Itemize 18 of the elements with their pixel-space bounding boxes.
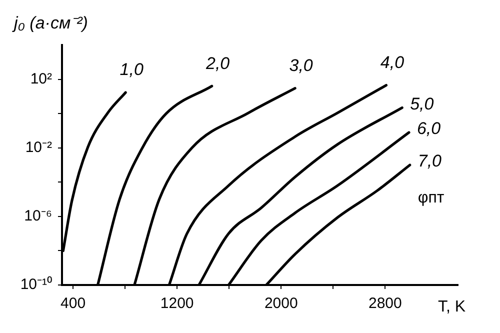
y-tick-label: 10⁻¹⁰ — [20, 276, 52, 294]
series-label: 6,0 — [416, 119, 442, 138]
annotation: φпт — [418, 189, 445, 206]
series-label: 4,0 — [380, 52, 405, 72]
series-label: 2,0 — [204, 54, 230, 73]
series-label: 3,0 — [289, 56, 314, 75]
x-tick-label: 1200 — [160, 295, 194, 312]
x-axis-title: T, K — [438, 298, 466, 316]
y-axis-title: j₀ (a·см⁻²) — [12, 14, 88, 33]
x-tick-label: 2800 — [368, 295, 402, 312]
y-tick-label: 10⁻⁶ — [24, 208, 52, 225]
series-label: 1,0 — [120, 60, 144, 80]
y-tick-label: 10⁻² — [25, 139, 52, 156]
y-tick-label: 10² — [30, 70, 52, 88]
x-tick-label: 400 — [60, 295, 86, 312]
series-label: 7,0 — [418, 152, 442, 171]
series-label: 5,0 — [410, 94, 434, 114]
x-tick-label: 2000 — [264, 295, 298, 312]
